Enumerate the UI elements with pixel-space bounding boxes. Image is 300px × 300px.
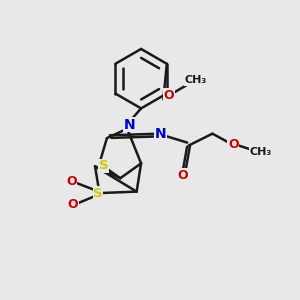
Text: O: O — [177, 169, 188, 182]
Text: O: O — [66, 175, 76, 188]
Text: N: N — [123, 118, 135, 132]
Text: S: S — [93, 187, 103, 200]
Text: CH₃: CH₃ — [185, 75, 207, 85]
Text: O: O — [164, 89, 174, 102]
Text: O: O — [68, 199, 78, 212]
Text: CH₃: CH₃ — [249, 147, 272, 158]
Text: O: O — [228, 138, 238, 151]
Text: N: N — [154, 127, 166, 141]
Text: S: S — [99, 159, 109, 172]
